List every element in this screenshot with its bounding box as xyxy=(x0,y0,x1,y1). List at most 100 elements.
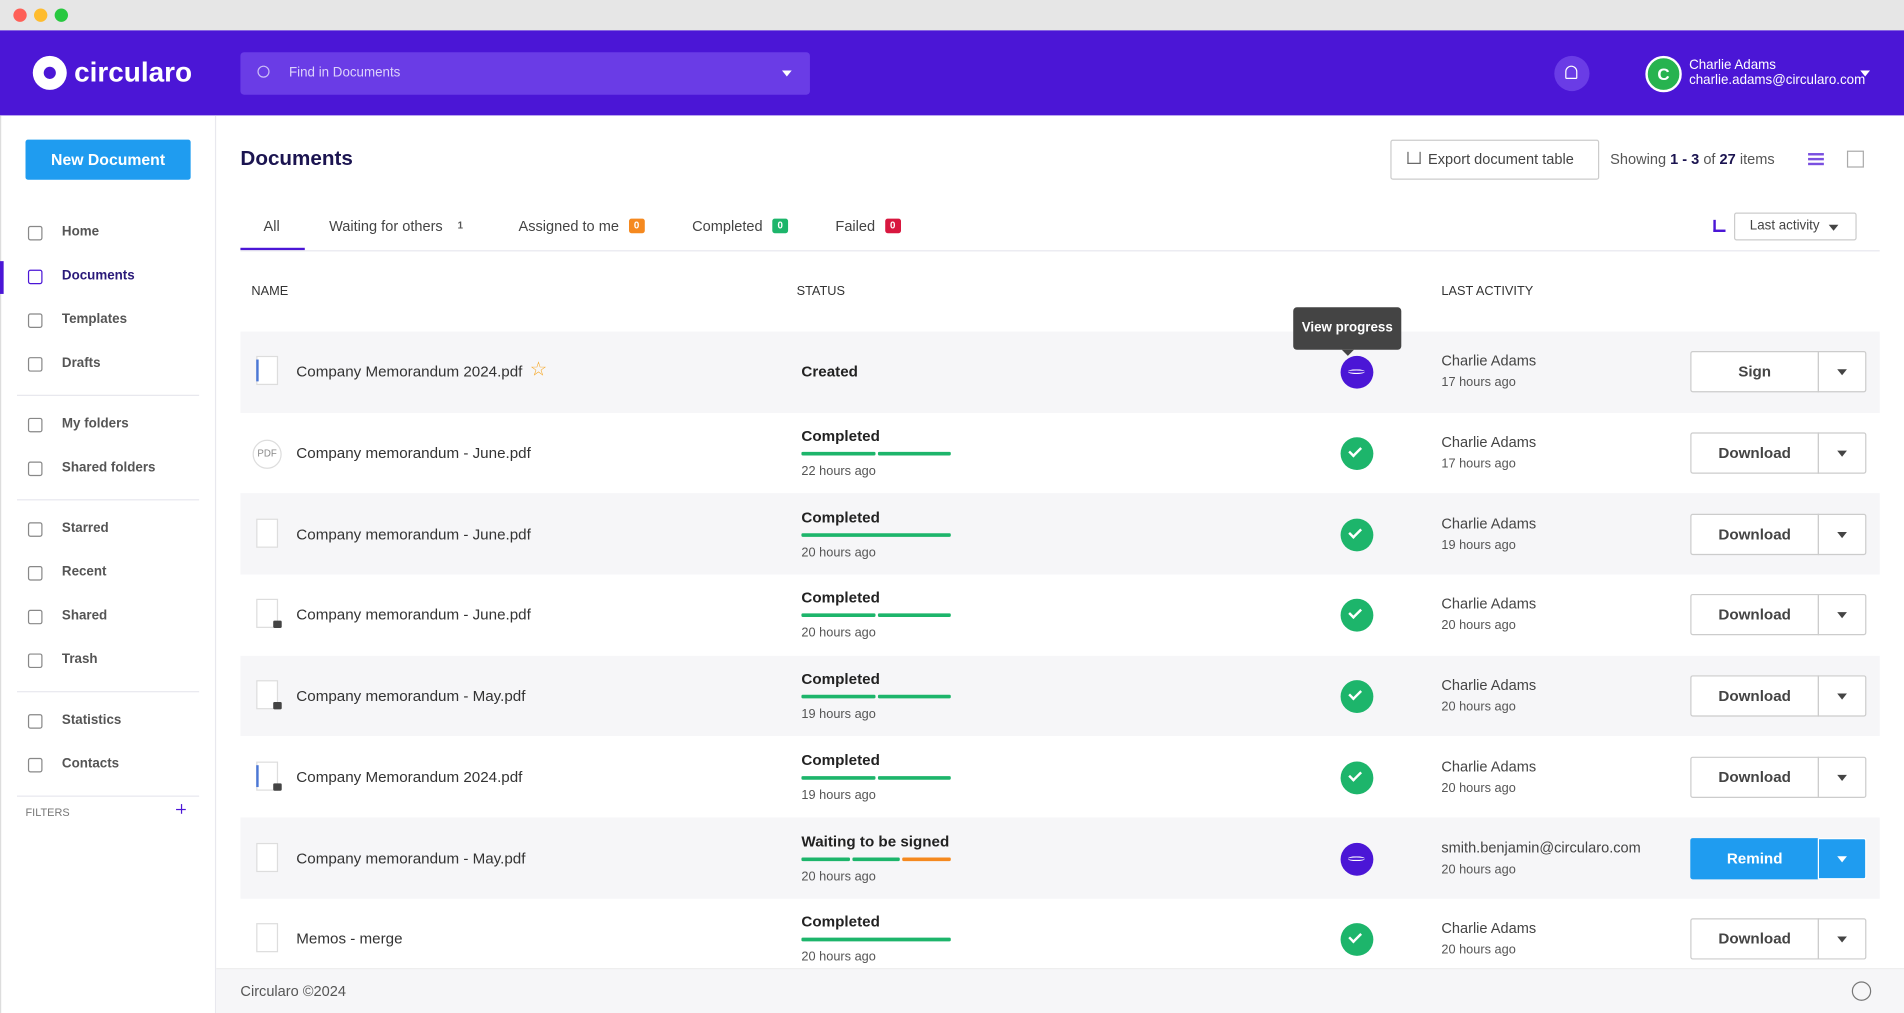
nav-icon xyxy=(27,714,43,729)
table-row[interactable] xyxy=(240,898,1880,980)
search-placeholder: Find in Documents xyxy=(289,65,401,81)
sidebar xyxy=(0,115,217,1013)
state-icon[interactable] xyxy=(1340,761,1374,795)
file-name[interactable]: Company memorandum - June.pdf xyxy=(296,606,531,624)
action-button[interactable]: Sign xyxy=(1690,351,1820,393)
nav-item[interactable]: Contacts xyxy=(61,756,120,772)
sort-select[interactable] xyxy=(1734,212,1857,241)
activity-time: 17 hours ago xyxy=(1441,456,1516,472)
state-icon[interactable] xyxy=(1340,680,1374,714)
tab[interactable]: Completed xyxy=(692,217,763,235)
action-button[interactable]: Remind xyxy=(1690,837,1820,879)
nav-icon xyxy=(27,357,43,372)
sort-icon[interactable] xyxy=(1713,219,1726,232)
tab[interactable]: Failed xyxy=(835,217,876,235)
table-row[interactable] xyxy=(240,493,1880,575)
table-row[interactable] xyxy=(240,655,1880,737)
nav-icon xyxy=(27,609,43,625)
filters-add-v xyxy=(180,804,182,814)
table-row[interactable] xyxy=(240,412,1880,494)
tab-underline xyxy=(240,247,305,251)
status-time: 20 hours ago xyxy=(801,869,876,884)
user-name: Charlie Adams xyxy=(1689,58,1776,73)
state-icon[interactable] xyxy=(1340,518,1374,552)
list-view-line[interactable] xyxy=(1808,162,1824,165)
nav-separator xyxy=(17,691,200,693)
activity-user: Charlie Adams xyxy=(1441,676,1537,694)
tab[interactable]: Waiting for others xyxy=(329,217,443,235)
action-button[interactable]: Download xyxy=(1690,594,1820,636)
column-header[interactable]: STATUS xyxy=(796,284,845,299)
new-document-button[interactable]: New Document xyxy=(25,139,191,180)
nav-item[interactable]: Recent xyxy=(61,564,107,580)
grid-view[interactable] xyxy=(1846,150,1864,168)
dropdown-caret xyxy=(1837,531,1847,538)
nav-item[interactable]: Templates xyxy=(61,312,128,327)
nav-item[interactable]: Shared folders xyxy=(61,460,156,475)
file-name[interactable]: Company memorandum - June.pdf xyxy=(296,444,531,462)
file-name[interactable]: Company memorandum - May.pdf xyxy=(296,849,526,867)
status: Completed xyxy=(801,670,880,688)
lock-icon xyxy=(273,702,282,710)
file-name[interactable]: Company memorandum - June.pdf xyxy=(296,525,531,543)
logo: circularo xyxy=(74,55,193,88)
action-button[interactable]: Download xyxy=(1690,756,1820,798)
nav-item[interactable]: Drafts xyxy=(61,355,101,371)
file-name[interactable]: Company Memorandum 2024.pdf xyxy=(296,363,523,381)
help-icon[interactable] xyxy=(1851,981,1872,1001)
list-view-line[interactable] xyxy=(1808,153,1824,155)
progress-step xyxy=(801,856,850,861)
nav-separator xyxy=(17,795,200,797)
progress-step xyxy=(877,694,951,699)
nav-item[interactable]: Home xyxy=(61,224,100,240)
activity-time: 20 hours ago xyxy=(1441,780,1516,796)
export-label: Export document table xyxy=(1428,150,1574,168)
table-row[interactable] xyxy=(240,574,1880,656)
window-control[interactable] xyxy=(54,8,69,22)
column-header[interactable]: LAST ACTIVITY xyxy=(1441,284,1534,299)
nav-item[interactable]: Documents xyxy=(61,268,135,284)
state-icon[interactable] xyxy=(1340,599,1374,633)
user-caret[interactable] xyxy=(1860,70,1871,77)
tab[interactable]: All xyxy=(263,217,280,235)
nav-item[interactable]: Statistics xyxy=(61,712,122,728)
tab[interactable]: Assigned to me xyxy=(518,217,619,235)
export-button[interactable] xyxy=(1390,139,1600,180)
nav-item[interactable]: Starred xyxy=(61,521,109,536)
progress-step xyxy=(801,775,875,780)
list-view-line[interactable] xyxy=(1808,157,1824,160)
file-name[interactable]: Company Memorandum 2024.pdf xyxy=(296,768,523,786)
window-control[interactable] xyxy=(34,8,48,22)
activity-time: 20 hours ago xyxy=(1441,942,1516,958)
action-button[interactable]: Download xyxy=(1690,918,1820,960)
activity-user: Charlie Adams xyxy=(1441,919,1537,937)
nav-icon xyxy=(27,313,43,328)
file-name[interactable]: Company memorandum - May.pdf xyxy=(296,687,526,705)
action-button[interactable]: Download xyxy=(1690,432,1820,474)
table-row[interactable] xyxy=(240,736,1880,818)
column-header[interactable]: NAME xyxy=(251,284,289,299)
status: Completed xyxy=(801,751,880,769)
file-icon xyxy=(256,680,279,710)
action-button[interactable]: Download xyxy=(1690,513,1820,555)
nav-item[interactable]: Trash xyxy=(61,652,98,667)
table-row[interactable] xyxy=(240,817,1880,899)
action-button[interactable]: Download xyxy=(1690,675,1820,717)
file-icon-accent xyxy=(256,359,259,382)
export-icon xyxy=(1407,151,1421,164)
search-box[interactable] xyxy=(240,52,810,95)
file-name[interactable]: Memos - merge xyxy=(296,930,403,948)
status: Completed xyxy=(801,427,880,445)
star: ☆ xyxy=(529,359,548,381)
action-dropdown[interactable] xyxy=(1817,513,1867,555)
nav-item[interactable]: My folders xyxy=(61,416,129,432)
table-row[interactable] xyxy=(240,331,1880,413)
search-icon xyxy=(257,65,270,78)
nav-item[interactable]: Shared xyxy=(61,608,108,624)
nav-icon xyxy=(27,757,43,773)
nav-icon xyxy=(27,225,43,241)
window-control[interactable] xyxy=(13,8,27,22)
lock-icon xyxy=(273,783,282,791)
state-icon[interactable] xyxy=(1340,923,1374,957)
state-icon[interactable] xyxy=(1340,437,1374,471)
